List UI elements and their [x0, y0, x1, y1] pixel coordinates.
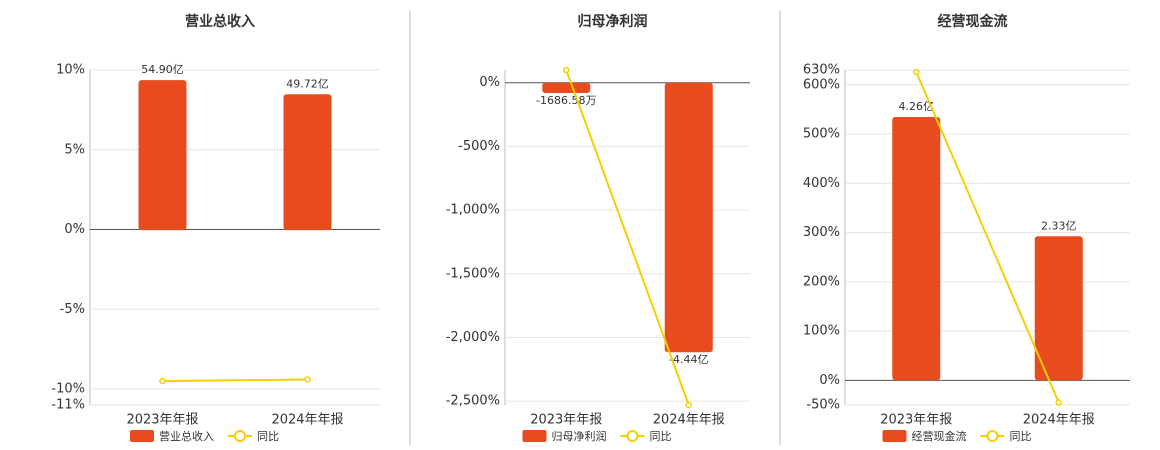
x-tick-label: 2023年年报 — [530, 413, 602, 428]
y-tick-label: 500% — [803, 127, 840, 142]
line — [565, 69, 690, 406]
y-tick-label: -50% — [806, 398, 840, 413]
bar — [664, 82, 713, 353]
y-tick-label: 0% — [64, 222, 85, 237]
chart-title: 营业总收入 — [185, 13, 255, 30]
line — [915, 71, 1060, 403]
x-tick-label: 2024年年报 — [271, 413, 343, 428]
legend-label: 同比 — [257, 430, 279, 443]
line-point — [913, 68, 920, 76]
y-tick-label: 600% — [803, 77, 840, 92]
line — [162, 378, 308, 383]
legend-swatch — [130, 430, 154, 442]
y-tick-label: -10% — [51, 382, 85, 397]
legend-swatch — [234, 430, 246, 442]
line-point — [159, 377, 166, 385]
y-tick-label: 200% — [803, 274, 840, 289]
y-tick-label: -2,000% — [446, 330, 500, 345]
legend-label: 营业总收入 — [159, 429, 214, 443]
value-label: 49.72亿 — [286, 77, 329, 90]
legend-swatch — [986, 430, 999, 442]
y-tick-label: -2,500% — [446, 394, 500, 409]
legend-swatch — [626, 430, 639, 442]
legend-label: 同比 — [650, 430, 672, 443]
legend-label: 归母净利润 — [552, 429, 607, 443]
value-label: -1686.58万 — [536, 94, 596, 107]
bar — [892, 116, 941, 381]
value-label: 2.33亿 — [1041, 219, 1077, 232]
x-tick-label: 2023年年报 — [880, 413, 952, 428]
line-point — [563, 66, 570, 74]
bar — [283, 94, 332, 231]
legend-swatch — [882, 430, 907, 442]
x-tick-label: 2023年年报 — [126, 413, 198, 428]
legend-label: 经营现金流 — [912, 429, 967, 443]
y-tick-label: -1,000% — [446, 203, 500, 218]
value-label: -4.44亿 — [669, 353, 708, 366]
line-point — [685, 401, 692, 409]
y-tick-label: 400% — [803, 176, 840, 191]
legend-label: 同比 — [1010, 430, 1032, 443]
y-tick-label: -1,500% — [446, 266, 500, 281]
line-point — [1055, 399, 1062, 406]
chart-title: 经营现金流 — [938, 13, 1008, 30]
y-tick-label: 5% — [64, 142, 85, 157]
bar — [1034, 236, 1083, 381]
y-tick-label: 10% — [56, 63, 85, 78]
y-tick-label: -500% — [458, 139, 500, 154]
bar — [542, 82, 591, 93]
value-label: 54.90亿 — [141, 63, 184, 76]
legend-swatch — [522, 430, 547, 442]
chart-title: 归母净利润 — [578, 13, 648, 30]
y-tick-label: 0% — [819, 373, 840, 388]
y-tick-label: 630% — [803, 63, 840, 78]
bar — [138, 80, 187, 231]
line-point — [304, 376, 311, 383]
x-tick-label: 2024年年报 — [653, 413, 725, 428]
x-tick-label: 2024年年报 — [1023, 413, 1095, 428]
value-label: 4.26亿 — [899, 100, 935, 113]
y-tick-label: 100% — [803, 324, 840, 339]
y-tick-label: 0% — [479, 75, 500, 90]
y-tick-label: -5% — [60, 302, 85, 317]
y-tick-label: 300% — [803, 225, 840, 240]
y-tick-label: -11% — [51, 398, 85, 413]
